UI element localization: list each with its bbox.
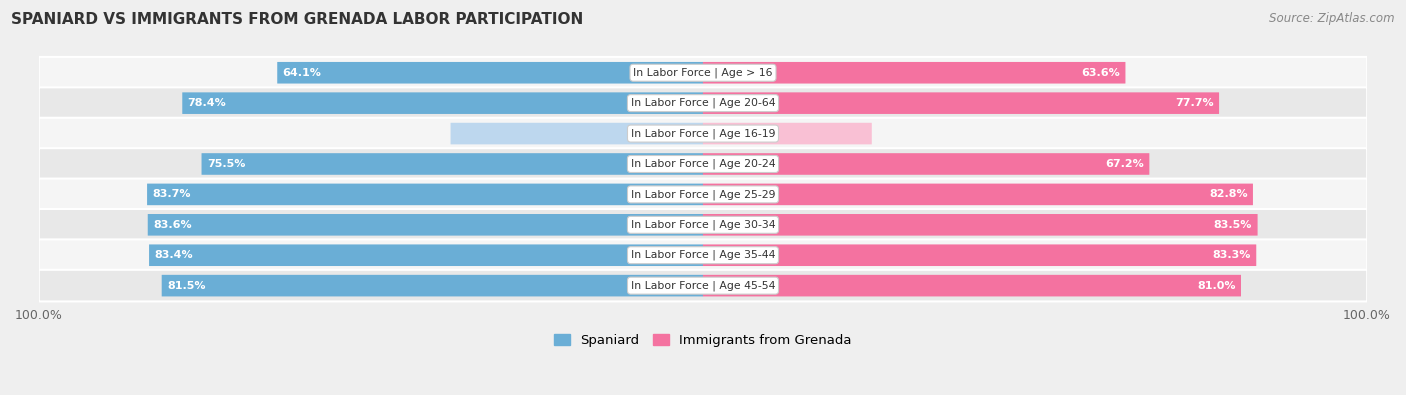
Text: In Labor Force | Age 20-64: In Labor Force | Age 20-64 xyxy=(631,98,775,108)
FancyBboxPatch shape xyxy=(162,275,703,296)
Text: In Labor Force | Age 35-44: In Labor Force | Age 35-44 xyxy=(631,250,775,260)
FancyBboxPatch shape xyxy=(703,62,1125,84)
FancyBboxPatch shape xyxy=(39,239,1367,271)
Text: In Labor Force | Age 20-24: In Labor Force | Age 20-24 xyxy=(631,159,775,169)
Text: 38.0%: 38.0% xyxy=(662,129,697,139)
FancyBboxPatch shape xyxy=(201,153,703,175)
Text: In Labor Force | Age 16-19: In Labor Force | Age 16-19 xyxy=(631,128,775,139)
Text: 82.8%: 82.8% xyxy=(1209,189,1247,199)
FancyBboxPatch shape xyxy=(39,148,1367,180)
FancyBboxPatch shape xyxy=(39,118,1367,149)
Text: 83.4%: 83.4% xyxy=(155,250,193,260)
Text: 81.5%: 81.5% xyxy=(167,280,205,291)
Text: SPANIARD VS IMMIGRANTS FROM GRENADA LABOR PARTICIPATION: SPANIARD VS IMMIGRANTS FROM GRENADA LABO… xyxy=(11,12,583,27)
FancyBboxPatch shape xyxy=(39,179,1367,210)
Text: 83.5%: 83.5% xyxy=(1213,220,1253,230)
FancyBboxPatch shape xyxy=(703,123,872,144)
Text: In Labor Force | Age 30-34: In Labor Force | Age 30-34 xyxy=(631,220,775,230)
FancyBboxPatch shape xyxy=(148,184,703,205)
Text: 77.7%: 77.7% xyxy=(1175,98,1213,108)
Text: 83.7%: 83.7% xyxy=(152,189,191,199)
FancyBboxPatch shape xyxy=(39,270,1367,301)
FancyBboxPatch shape xyxy=(450,123,703,144)
Text: 83.3%: 83.3% xyxy=(1212,250,1251,260)
Text: 67.2%: 67.2% xyxy=(1105,159,1144,169)
Text: 64.1%: 64.1% xyxy=(283,68,322,78)
FancyBboxPatch shape xyxy=(703,184,1253,205)
FancyBboxPatch shape xyxy=(39,87,1367,119)
FancyBboxPatch shape xyxy=(703,214,1257,235)
Text: 25.4%: 25.4% xyxy=(709,129,744,139)
FancyBboxPatch shape xyxy=(703,275,1241,296)
Legend: Spaniard, Immigrants from Grenada: Spaniard, Immigrants from Grenada xyxy=(548,329,858,352)
FancyBboxPatch shape xyxy=(703,245,1257,266)
Text: 81.0%: 81.0% xyxy=(1197,280,1236,291)
Text: 75.5%: 75.5% xyxy=(207,159,245,169)
Text: 83.6%: 83.6% xyxy=(153,220,191,230)
Text: 63.6%: 63.6% xyxy=(1081,68,1121,78)
FancyBboxPatch shape xyxy=(39,57,1367,88)
Text: 78.4%: 78.4% xyxy=(187,98,226,108)
FancyBboxPatch shape xyxy=(277,62,703,84)
FancyBboxPatch shape xyxy=(148,214,703,235)
FancyBboxPatch shape xyxy=(703,92,1219,114)
FancyBboxPatch shape xyxy=(149,245,703,266)
FancyBboxPatch shape xyxy=(39,209,1367,241)
Text: Source: ZipAtlas.com: Source: ZipAtlas.com xyxy=(1270,12,1395,25)
Text: In Labor Force | Age > 16: In Labor Force | Age > 16 xyxy=(633,68,773,78)
Text: In Labor Force | Age 25-29: In Labor Force | Age 25-29 xyxy=(631,189,775,199)
Text: In Labor Force | Age 45-54: In Labor Force | Age 45-54 xyxy=(631,280,775,291)
FancyBboxPatch shape xyxy=(703,153,1149,175)
FancyBboxPatch shape xyxy=(183,92,703,114)
